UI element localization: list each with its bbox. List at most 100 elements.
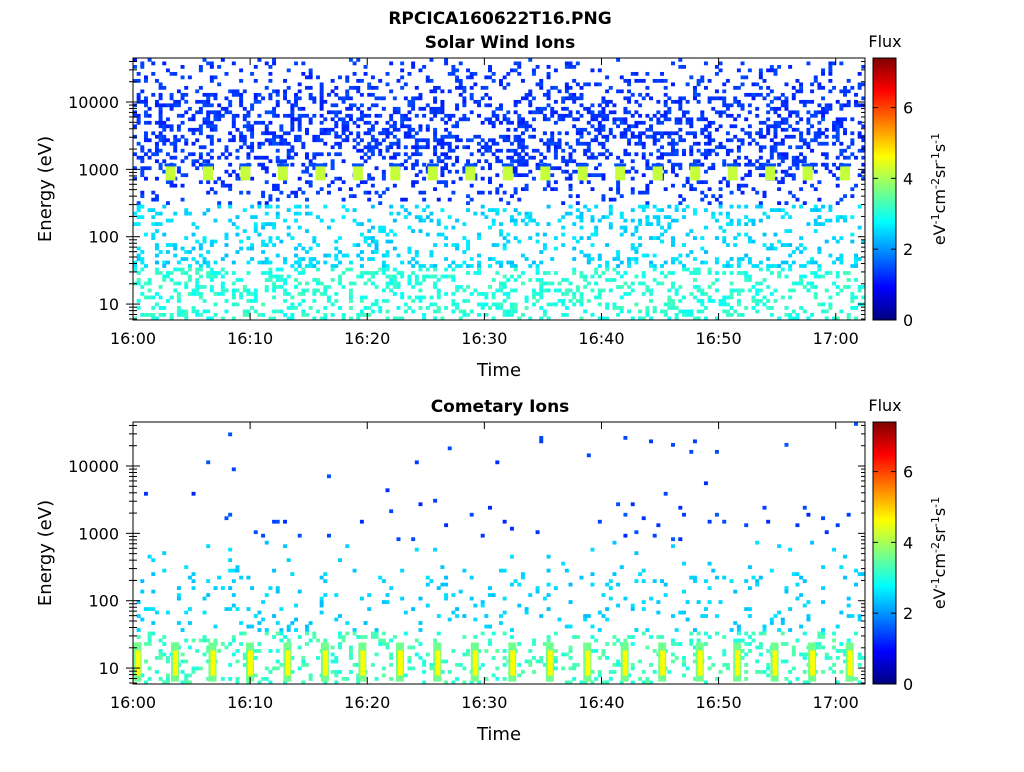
flux-cell <box>169 313 174 317</box>
flux-cell <box>374 166 379 171</box>
flux-cell <box>630 131 635 136</box>
flux-cell <box>480 152 485 157</box>
flux-cell <box>290 155 295 160</box>
flux-cell <box>341 180 346 185</box>
flux-cell <box>692 141 697 146</box>
flux-cell <box>198 85 203 90</box>
flux-cell <box>400 596 405 601</box>
flux-cell <box>854 260 858 265</box>
flux-cell <box>692 257 697 261</box>
flux-cell <box>784 642 789 646</box>
y-tick-label: 100 <box>88 228 119 247</box>
flux-cell <box>824 162 829 167</box>
flux-cell <box>334 239 339 244</box>
flux-cell <box>707 99 712 104</box>
flux-cell <box>817 103 822 108</box>
flux-cell <box>477 271 481 275</box>
flux-cell <box>301 162 306 167</box>
flux-cell <box>685 204 690 209</box>
flux-cell <box>747 110 752 115</box>
flux-cell <box>725 663 730 667</box>
flux-cell <box>623 131 628 136</box>
flux-cell <box>407 645 412 650</box>
flux-cell <box>652 141 657 146</box>
flux-cell <box>531 656 536 660</box>
flux-cell <box>821 586 826 590</box>
flux-cell <box>520 187 525 192</box>
flux-peak-edge <box>576 163 589 167</box>
flux-peak <box>615 166 626 181</box>
flux-cell <box>275 215 280 219</box>
flux-cell <box>579 680 584 685</box>
flux-cell <box>671 537 675 542</box>
flux-cell <box>334 659 339 664</box>
flux-cell <box>180 148 185 153</box>
flux-cell <box>414 274 419 279</box>
flux-cell <box>301 106 306 111</box>
flux-cell <box>297 271 302 275</box>
flux-cell <box>649 127 654 132</box>
flux-cell <box>418 596 423 601</box>
flux-cell <box>817 274 822 279</box>
flux-cell <box>345 677 350 681</box>
flux-cell <box>524 127 529 132</box>
flux-cell <box>312 96 317 101</box>
flux-cell <box>744 155 749 160</box>
flux-cell <box>747 134 752 139</box>
flux-cell <box>370 145 375 150</box>
flux-cell <box>685 600 690 604</box>
flux-cell <box>206 180 211 185</box>
flux-cell <box>641 204 646 209</box>
flux-cell <box>722 110 727 115</box>
flux-cell <box>348 306 353 310</box>
flux-cell <box>206 117 211 122</box>
flux-cell <box>473 211 478 216</box>
flux-cell <box>491 673 496 678</box>
flux-cell <box>846 278 851 282</box>
flux-cell <box>198 295 203 300</box>
flux-cell <box>553 120 558 125</box>
flux-cell <box>513 173 518 178</box>
flux-cell <box>722 309 727 314</box>
flux-cell <box>378 96 383 101</box>
flux-cell <box>700 131 705 136</box>
flux-cell <box>418 295 423 300</box>
flux-cell <box>758 670 763 674</box>
flux-cell <box>330 127 335 132</box>
flux-cell <box>597 82 602 87</box>
flux-cell <box>444 596 449 601</box>
flux-cell <box>297 176 302 181</box>
flux-cell <box>356 673 361 678</box>
flux-cell <box>455 124 460 129</box>
flux-cell <box>857 680 862 685</box>
flux-cell <box>348 194 353 199</box>
flux-cell <box>616 117 621 122</box>
flux-cell <box>378 575 383 580</box>
flux-cell <box>305 229 309 233</box>
flux-cell <box>692 92 697 97</box>
flux-cell <box>747 257 752 261</box>
flux-cell <box>356 680 361 685</box>
flux-cell <box>751 575 756 580</box>
flux-cell <box>722 575 727 580</box>
flux-cell <box>455 264 460 268</box>
flux-peak-edge <box>801 163 814 167</box>
flux-cell <box>275 103 280 108</box>
flux-cell <box>385 600 390 604</box>
flux-cell <box>133 58 137 62</box>
flux-cell <box>378 306 383 310</box>
flux-cell <box>491 113 496 118</box>
flux-cell <box>649 260 654 265</box>
flux-cell <box>601 145 606 150</box>
flux-cell <box>206 544 211 549</box>
flux-cell <box>411 152 416 157</box>
flux-cell <box>228 547 233 552</box>
flux-cell <box>630 166 635 171</box>
flux-cell <box>758 148 763 153</box>
flux-cell <box>319 127 324 132</box>
flux-cell <box>736 299 741 303</box>
flux-cell <box>583 617 588 622</box>
flux-cell <box>506 82 511 87</box>
flux-cell <box>154 120 159 125</box>
flux-cell <box>531 638 536 643</box>
